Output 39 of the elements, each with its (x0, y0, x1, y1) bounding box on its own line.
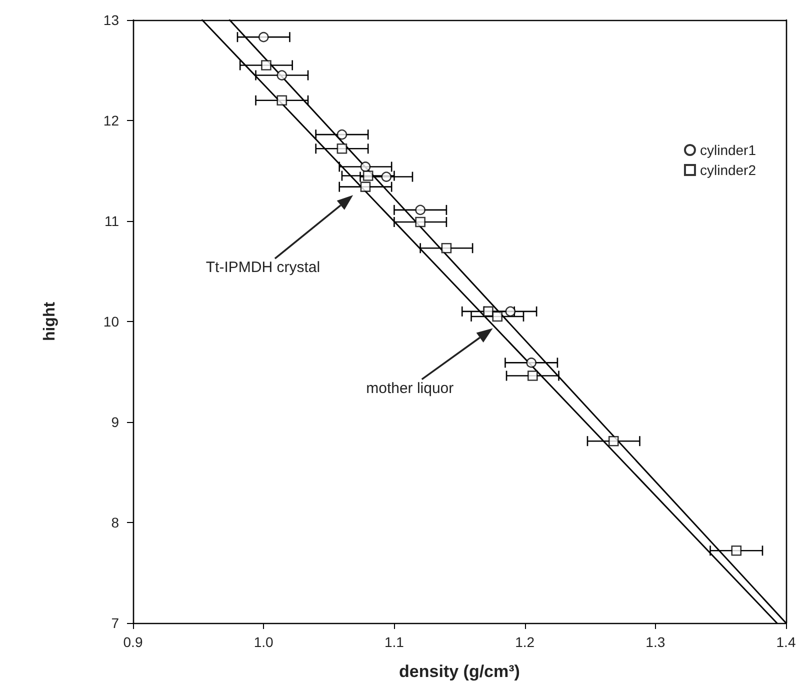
y-axis-title: hight (42, 301, 58, 342)
y-tick-label: 7 (111, 615, 120, 631)
point (360, 162, 371, 172)
point (441, 242, 452, 254)
x-tick-label: 1.2 (515, 634, 535, 650)
point (526, 358, 536, 368)
x-tick-label: 1.3 (646, 634, 666, 650)
x-tick-label: 0.9 (123, 634, 143, 650)
point (360, 182, 371, 192)
point (483, 306, 494, 317)
point (527, 370, 538, 381)
y-tick-label: 9 (111, 414, 120, 430)
point (336, 143, 348, 154)
point (276, 95, 288, 106)
point (381, 172, 392, 182)
legend-label: cylinder2 (700, 162, 756, 178)
x-tick-label: 1.0 (254, 634, 274, 650)
point (415, 204, 426, 216)
y-tick-label: 8 (111, 514, 120, 530)
annotation: Tt-IPMDH crystal (206, 259, 320, 276)
y-tick-label: 13 (103, 12, 120, 28)
x-tick-label: 1.1 (384, 634, 404, 650)
x-axis-title: density (g/cm³) (399, 662, 520, 681)
point (415, 216, 426, 228)
y-tick-label: 10 (103, 314, 120, 330)
point (362, 170, 374, 181)
annotation: mother liquor (366, 380, 454, 397)
y-tick-label: 11 (104, 213, 120, 229)
point (261, 60, 272, 70)
legend-label: cylinder1 (700, 142, 756, 158)
point (731, 545, 742, 556)
point (505, 306, 516, 317)
x-tick-label: 1.4 (776, 634, 796, 650)
point (276, 70, 288, 80)
point (492, 311, 503, 322)
point (336, 129, 348, 140)
y-tick-label: 12 (103, 112, 120, 128)
point (608, 436, 619, 446)
point (258, 32, 269, 42)
